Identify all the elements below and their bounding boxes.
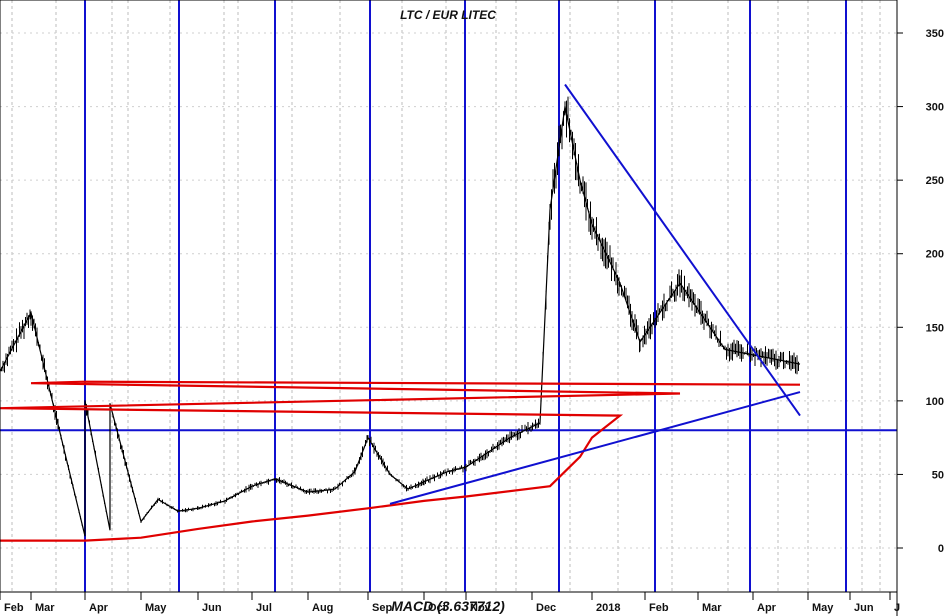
x-tick-label: May (145, 602, 167, 614)
x-tick-label: Jun (202, 602, 222, 614)
y-tick-label: 300 (926, 102, 944, 114)
y-tick-label: 150 (926, 322, 944, 334)
x-tick-label: Dec (536, 602, 556, 614)
y-tick-label: 100 (926, 396, 944, 408)
y-axis: 0 50 100 150 200 250 300 350 (897, 28, 944, 555)
y-tick-label: 250 (926, 175, 944, 187)
trendlines (389, 83, 801, 505)
price-line (0, 106, 801, 537)
x-tick-label: Feb (649, 602, 669, 614)
y-tick-label: 50 (932, 469, 944, 481)
x-tick-label: Jun (854, 602, 874, 614)
x-tick-label: Apr (757, 602, 777, 614)
y-tick-label: 350 (926, 28, 944, 40)
x-tick-label: Apr (89, 602, 109, 614)
x-tick-label: Jul (256, 602, 272, 614)
x-tick-label: 2018 (596, 602, 620, 614)
x-tick-label: Mar (702, 602, 722, 614)
vertical-lines (0, 0, 897, 592)
grid-layer (0, 0, 897, 592)
x-tick-label: Nov (470, 602, 492, 614)
trendline (389, 391, 801, 505)
x-tick-label: Oct (428, 602, 447, 614)
x-tick-label: May (812, 602, 834, 614)
chart-title: LTC / EUR LITEC (400, 8, 496, 22)
x-tick-label: Aug (312, 602, 333, 614)
y-tick-label: 200 (926, 249, 944, 261)
x-tick-label: Sep (372, 602, 392, 614)
plot-frame (0, 0, 898, 593)
x-tick-label: Feb (4, 602, 24, 614)
macd-label: MACD (3.637712) (391, 598, 505, 614)
y-tick-label: 0 (938, 543, 944, 555)
x-tick-label: J (894, 602, 900, 614)
x-axis: Feb Mar Apr May Jun Jul Aug Sep Oct Nov Dec 2018 Feb… (0, 591, 900, 614)
series-layer (0, 96, 801, 542)
trendline (564, 83, 801, 417)
moving-average-line (0, 380, 801, 542)
x-tick-label: Mar (35, 602, 55, 614)
